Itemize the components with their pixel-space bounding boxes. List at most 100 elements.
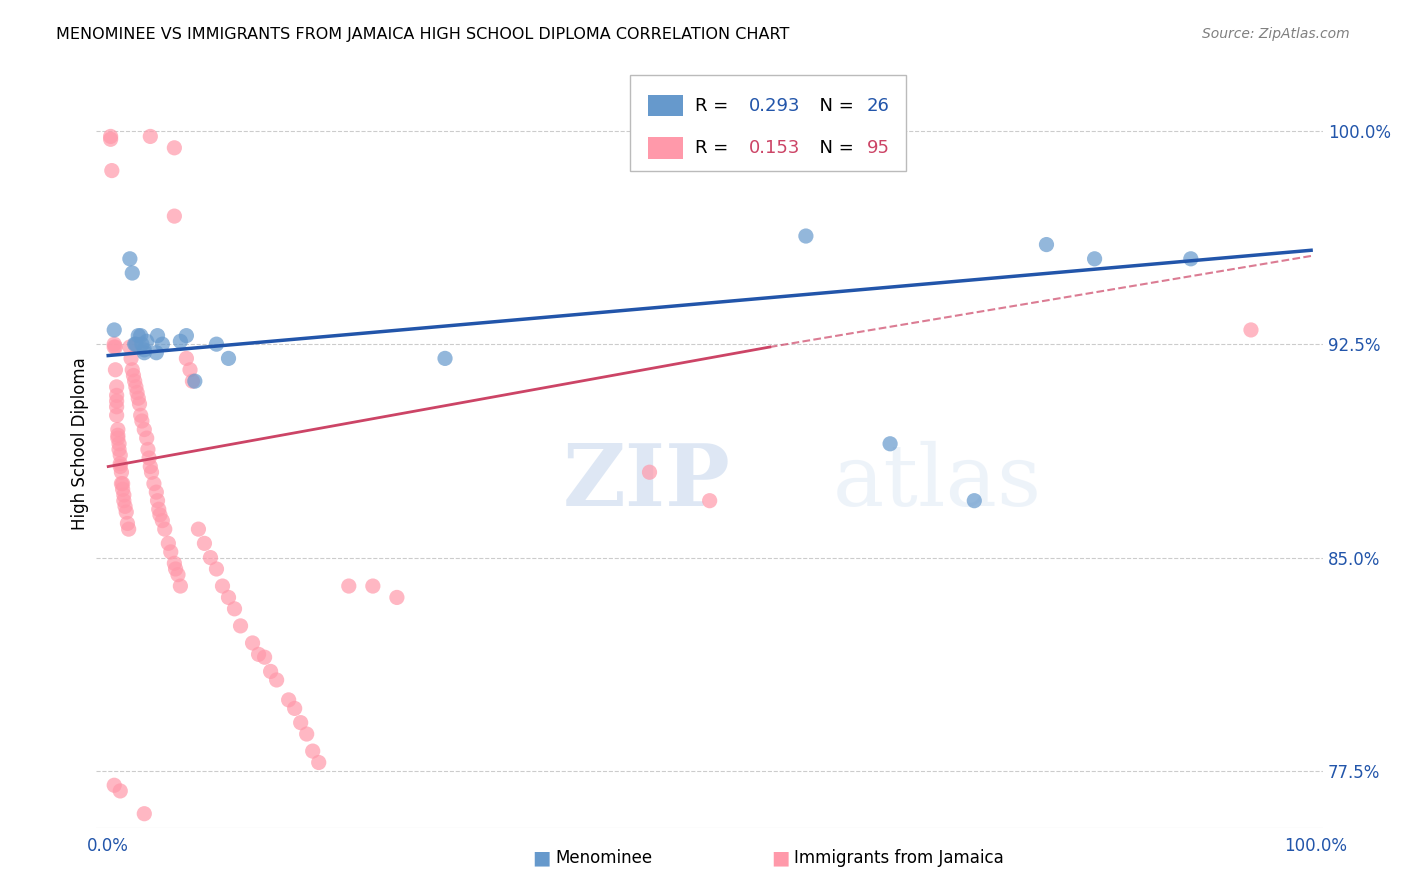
Point (879, 436, 901, 450)
Point (139, 459, 162, 474)
Y-axis label: High School Diploma: High School Diploma (72, 358, 89, 530)
Point (157, 536, 180, 550)
Point (247, 648, 270, 662)
Point (110, 459, 132, 474)
Point (169, 579, 191, 593)
Point (1240, 323, 1263, 337)
Point (167, 567, 190, 582)
Point (266, 673, 288, 687)
Point (112, 493, 135, 508)
Point (135, 431, 157, 445)
Point (125, 380, 148, 394)
Point (131, 414, 153, 428)
Point (176, 328, 198, 343)
Point (103, 337, 125, 351)
Point (121, 363, 143, 377)
Text: Menominee: Menominee (555, 849, 652, 867)
Point (118, 340, 141, 354)
Point (159, 545, 181, 559)
Point (308, 756, 330, 770)
Point (111, 476, 134, 491)
Point (242, 636, 264, 650)
Point (122, 368, 145, 383)
Point (187, 522, 209, 536)
Point (385, 591, 408, 605)
Text: 0.293: 0.293 (749, 96, 800, 115)
Point (129, 409, 152, 423)
Point (110, 476, 132, 491)
Point (139, 129, 162, 144)
Point (295, 727, 318, 741)
Point (103, 323, 125, 337)
Point (101, 163, 124, 178)
Point (145, 485, 167, 500)
Point (112, 488, 135, 502)
Point (104, 340, 127, 354)
Point (104, 363, 127, 377)
Point (337, 579, 360, 593)
Point (434, 351, 457, 366)
Point (224, 602, 246, 616)
Point (124, 337, 146, 351)
Point (794, 229, 817, 244)
Text: R =: R = (695, 96, 734, 115)
Point (110, 457, 132, 471)
FancyBboxPatch shape (648, 95, 683, 117)
Point (150, 337, 173, 351)
Point (110, 448, 132, 462)
Point (638, 465, 661, 479)
Point (125, 385, 148, 400)
Point (699, 493, 721, 508)
Point (153, 522, 176, 536)
Point (179, 363, 201, 377)
Point (115, 505, 138, 519)
Point (163, 141, 186, 155)
Point (134, 345, 156, 359)
Point (129, 328, 152, 343)
Text: R =: R = (695, 139, 734, 157)
Point (1035, 237, 1057, 252)
Point (145, 835, 167, 849)
Point (105, 380, 128, 394)
Text: ZIP: ZIP (562, 440, 730, 524)
Point (110, 784, 132, 798)
Point (163, 209, 186, 223)
Text: N =: N = (808, 96, 859, 115)
Point (128, 397, 150, 411)
Point (127, 391, 149, 405)
Point (134, 423, 156, 437)
Point (135, 334, 157, 349)
Point (301, 744, 323, 758)
Text: 0.153: 0.153 (749, 139, 800, 157)
Point (118, 522, 141, 536)
Point (290, 715, 312, 730)
Text: atlas: atlas (832, 441, 1042, 524)
Point (125, 337, 148, 351)
Point (146, 493, 169, 508)
Point (200, 550, 222, 565)
Point (141, 465, 163, 479)
Point (169, 334, 191, 349)
Text: 100.0%: 100.0% (1284, 837, 1347, 855)
Point (127, 328, 149, 343)
Point (134, 343, 156, 357)
Point (114, 500, 136, 514)
Point (218, 591, 240, 605)
Point (184, 374, 207, 388)
Point (145, 345, 167, 359)
Point (105, 400, 128, 414)
Text: Immigrants from Jamaica: Immigrants from Jamaica (794, 849, 1004, 867)
Point (134, 806, 156, 821)
Point (165, 562, 187, 576)
Point (138, 450, 160, 465)
Point (136, 442, 159, 457)
Point (284, 701, 307, 715)
Point (218, 351, 240, 366)
Point (110, 465, 132, 479)
Point (205, 562, 228, 576)
Point (149, 508, 172, 522)
Point (253, 650, 276, 665)
Point (107, 428, 129, 442)
Text: ■: ■ (531, 848, 551, 867)
Point (146, 328, 169, 343)
